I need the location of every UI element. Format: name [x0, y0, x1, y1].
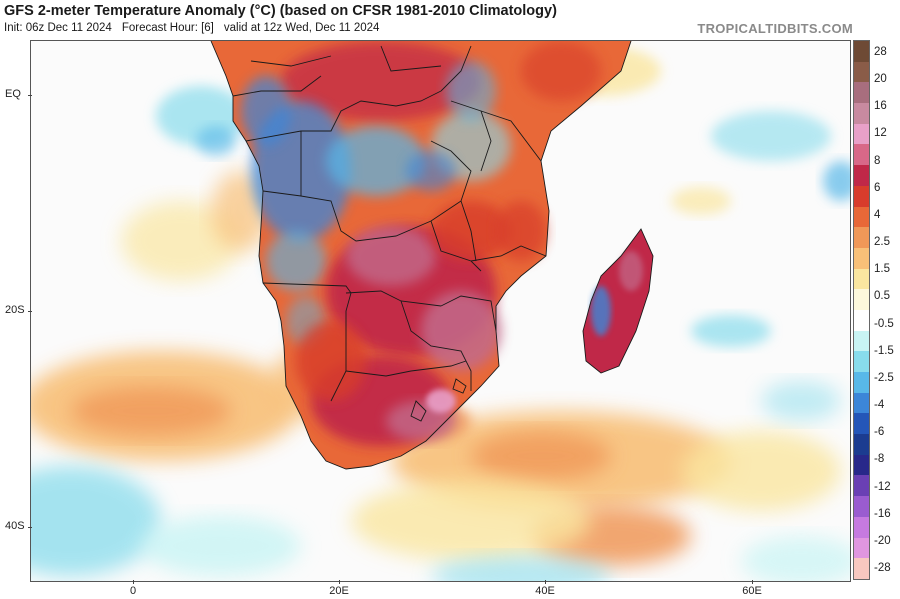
africa-landmass — [211, 41, 631, 469]
colorbar-label: 20 — [874, 73, 887, 86]
colorbar-label: -1.5 — [874, 344, 894, 357]
colorbar-label: -20 — [874, 534, 891, 547]
lon-tick-0 — [133, 580, 134, 584]
colorbar-segment — [854, 392, 869, 414]
colorbar-segment — [854, 41, 869, 62]
lon-label-20e: 20E — [329, 585, 349, 597]
madagascar — [583, 229, 653, 373]
colorbar-label: 1.5 — [874, 263, 890, 276]
colorbar-segment — [854, 206, 869, 228]
colorbar-label: 0.5 — [874, 290, 890, 303]
colorbar-label: 4 — [874, 208, 881, 221]
colorbar-segment — [854, 558, 869, 579]
colorbar-segment — [854, 372, 869, 393]
colorbar-label: 2.5 — [874, 236, 890, 249]
colorbar-label: -0.5 — [874, 317, 894, 330]
colorbar-segment — [854, 61, 869, 83]
colorbar-segment — [854, 289, 869, 310]
lon-tick-60e — [752, 580, 753, 584]
forecast-hour: Forecast Hour: [6] — [121, 22, 214, 34]
lat-tick-40s — [28, 527, 32, 528]
lon-label-40e: 40E — [535, 585, 555, 597]
valid-time: valid at 12z Wed, Dec 11 2024 — [223, 22, 380, 34]
colorbar-segment — [854, 454, 869, 476]
colorbar-segment — [854, 475, 869, 497]
country-borders — [210, 41, 654, 470]
colorbar-segment — [854, 268, 869, 290]
colorbar-label: -8 — [874, 453, 885, 466]
colorbar-label: 8 — [874, 154, 881, 167]
colorbar-segment — [854, 144, 869, 166]
colorbar — [853, 40, 870, 580]
colorbar-segment — [854, 351, 869, 372]
colorbar-segment — [854, 82, 869, 104]
colorbar-label: 28 — [874, 46, 887, 58]
colorbar-label: 12 — [874, 127, 887, 140]
lat-label-40s: 40S — [5, 520, 25, 532]
anomaly-map — [30, 40, 851, 582]
colorbar-segment — [854, 309, 869, 331]
colorbar-segment — [854, 103, 869, 124]
lat-label-eq: EQ — [5, 88, 21, 100]
colorbar-label: -4 — [874, 399, 885, 412]
colorbar-label: -12 — [874, 480, 891, 493]
colorbar-label: -16 — [874, 507, 891, 520]
lat-tick-20s — [28, 311, 32, 312]
lat-label-20s: 20S — [5, 304, 25, 316]
init-time: Init: 06z Dec 11 2024 — [4, 22, 112, 34]
colorbar-segment — [854, 434, 869, 455]
colorbar-label: -2.5 — [874, 371, 894, 384]
colorbar-segment — [854, 496, 869, 517]
colorbar-segment — [854, 227, 869, 248]
colorbar-label: -6 — [874, 426, 885, 439]
colorbar-segment — [854, 516, 869, 538]
lon-label-0: 0 — [129, 585, 137, 597]
lon-tick-20e — [339, 580, 340, 584]
lat-tick-eq — [28, 95, 32, 96]
site-brand: TROPICALTIDBITS.COM — [697, 21, 853, 36]
colorbar-segment — [854, 247, 869, 269]
colorbar-segment — [854, 413, 869, 435]
map-canvas — [31, 41, 850, 581]
colorbar-segment — [854, 123, 869, 145]
colorbar-label: 6 — [874, 181, 881, 194]
colorbar-label: 16 — [874, 100, 887, 113]
lon-tick-40e — [545, 580, 546, 584]
map-title: GFS 2-meter Temperature Anomaly (°C) (ba… — [4, 3, 557, 19]
colorbar-segment — [854, 185, 869, 207]
map-subtitle: Init: 06z Dec 11 2024 Forecast Hour: [6] v… — [4, 22, 379, 34]
colorbar-segment — [854, 165, 869, 186]
colorbar-segment — [854, 537, 869, 559]
colorbar-label: -28 — [874, 562, 891, 574]
lon-label-60e: 60E — [742, 585, 762, 597]
colorbar-segment — [854, 330, 869, 352]
